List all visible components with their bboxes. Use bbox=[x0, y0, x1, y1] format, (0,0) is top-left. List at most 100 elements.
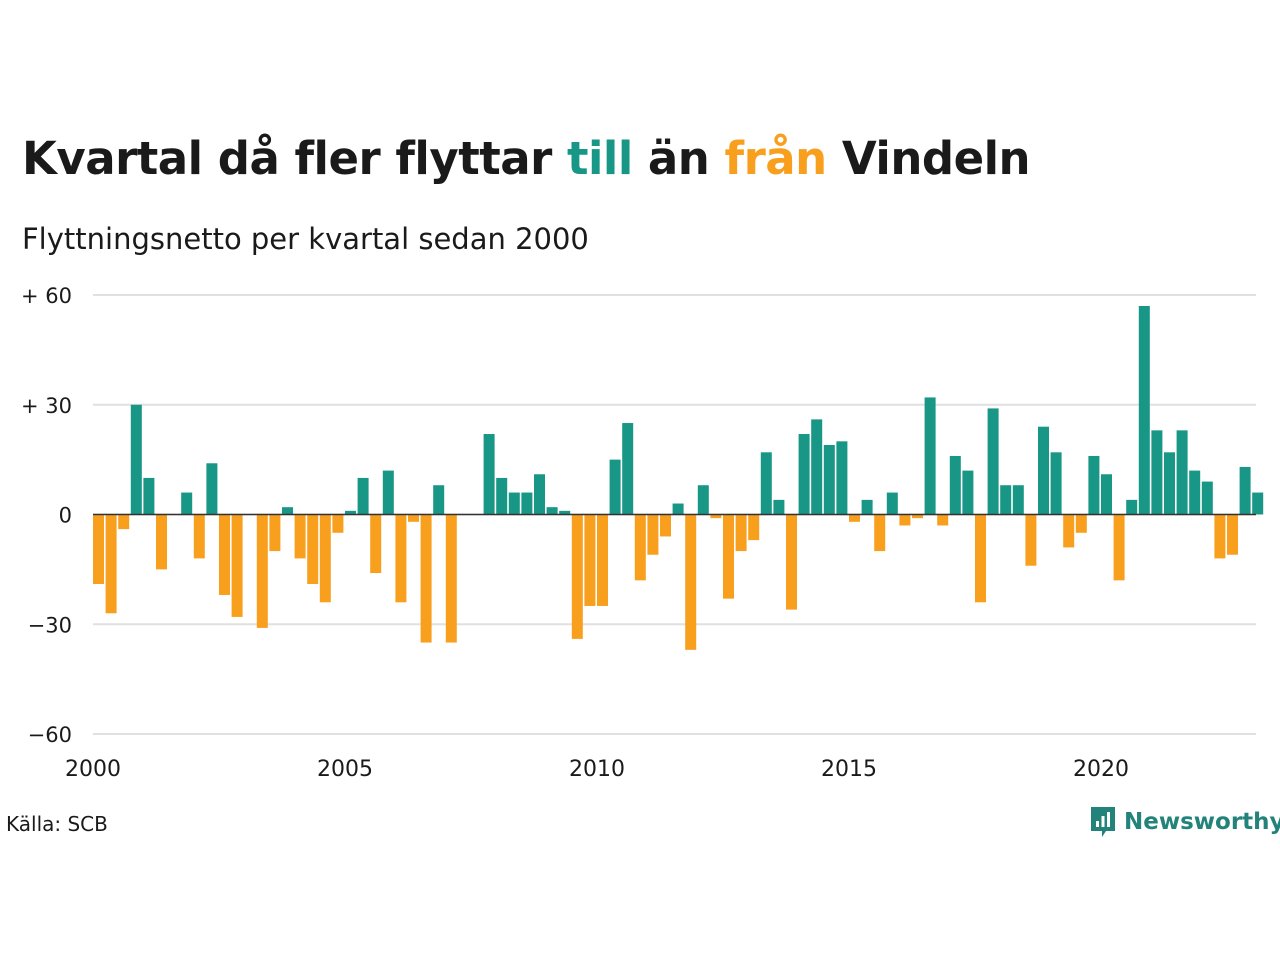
bar bbox=[307, 514, 319, 585]
y-axis-ticks: + 60 + 30 0 −30 −60 bbox=[21, 284, 72, 747]
bar bbox=[760, 452, 772, 515]
bar bbox=[1176, 430, 1188, 515]
bar bbox=[1101, 474, 1112, 515]
bar bbox=[735, 514, 747, 552]
bar bbox=[282, 507, 293, 515]
bar bbox=[105, 514, 117, 614]
bar bbox=[710, 514, 722, 519]
bar bbox=[1126, 499, 1138, 515]
bar bbox=[345, 510, 356, 515]
bar bbox=[395, 514, 407, 603]
bar bbox=[1151, 430, 1163, 515]
bar bbox=[1113, 514, 1125, 581]
bar bbox=[408, 514, 419, 522]
x-tick-label: 2005 bbox=[317, 757, 373, 782]
y-tick-label: −30 bbox=[28, 613, 72, 637]
bar bbox=[559, 510, 571, 515]
bar bbox=[786, 514, 797, 610]
x-axis-ticks: 2000 2005 2010 2015 2020 bbox=[65, 757, 1129, 782]
bar bbox=[433, 485, 445, 515]
bar bbox=[773, 499, 785, 515]
bar bbox=[584, 514, 596, 606]
bar bbox=[886, 492, 898, 515]
y-tick-label: + 30 bbox=[21, 394, 72, 418]
bar bbox=[130, 404, 142, 515]
bar bbox=[143, 477, 155, 515]
x-tick-label: 2010 bbox=[569, 757, 625, 782]
bar bbox=[874, 514, 886, 552]
x-tick-label: 2020 bbox=[1073, 757, 1129, 782]
newsworthy-logo-icon bbox=[1091, 807, 1115, 837]
bar-chart: + 60 + 30 0 −30 −60 2000 2005 2010 2015 2020 bbox=[21, 284, 1264, 782]
bar bbox=[219, 514, 230, 595]
bar bbox=[622, 423, 634, 515]
bar bbox=[1214, 514, 1226, 559]
bar bbox=[118, 514, 130, 530]
title-highlight-in: till bbox=[566, 132, 633, 185]
bar bbox=[193, 514, 205, 559]
bar bbox=[975, 514, 986, 603]
bar bbox=[269, 514, 281, 552]
bar bbox=[937, 514, 949, 526]
x-tick-label: 2000 bbox=[65, 757, 121, 782]
title-part-1: Kvartal då fler flyttar bbox=[22, 132, 567, 185]
bar bbox=[597, 514, 608, 606]
title-highlight-out: från bbox=[724, 132, 828, 185]
bar bbox=[508, 492, 520, 515]
bar bbox=[861, 499, 873, 515]
bar bbox=[294, 514, 306, 559]
bar bbox=[483, 434, 495, 515]
bar bbox=[546, 507, 558, 515]
bar bbox=[1025, 514, 1037, 566]
brand-logo[interactable]: Newsworthy bbox=[1088, 804, 1280, 840]
bar bbox=[697, 485, 709, 515]
bar bbox=[811, 419, 823, 515]
bar bbox=[672, 503, 684, 515]
bar bbox=[823, 444, 835, 515]
title-part-3: Vindeln bbox=[826, 132, 1031, 185]
bar bbox=[1063, 514, 1075, 548]
bar bbox=[206, 463, 218, 515]
bar-series bbox=[93, 305, 1264, 650]
bar bbox=[1038, 426, 1049, 515]
bar bbox=[647, 514, 659, 555]
bar bbox=[1000, 485, 1012, 515]
bar bbox=[899, 514, 911, 526]
bar bbox=[660, 514, 671, 537]
chart-subtitle: Flyttningsnetto per kvartal sedan 2000 bbox=[22, 222, 589, 256]
bar bbox=[496, 477, 508, 515]
bar bbox=[1050, 452, 1062, 515]
bar bbox=[962, 470, 974, 515]
bar bbox=[912, 514, 923, 519]
bar bbox=[748, 514, 760, 541]
bar bbox=[924, 397, 936, 515]
y-tick-label: −60 bbox=[28, 723, 72, 747]
bar bbox=[256, 514, 268, 628]
bar bbox=[156, 514, 167, 570]
bar bbox=[181, 492, 193, 515]
y-tick-label: 0 bbox=[59, 504, 72, 528]
bar bbox=[370, 514, 382, 574]
bar bbox=[1201, 481, 1213, 515]
bar bbox=[849, 514, 860, 522]
bar bbox=[1252, 492, 1264, 515]
bar bbox=[609, 459, 621, 515]
bar bbox=[231, 514, 243, 617]
bar bbox=[1012, 485, 1024, 515]
bar bbox=[357, 477, 369, 515]
bar bbox=[949, 455, 961, 515]
bar bbox=[93, 514, 104, 585]
bar bbox=[634, 514, 646, 581]
bar bbox=[1189, 470, 1201, 515]
bar bbox=[1227, 514, 1238, 555]
bar bbox=[987, 408, 999, 515]
bar bbox=[1075, 514, 1087, 533]
source-label: Källa: SCB bbox=[6, 812, 108, 836]
bar bbox=[420, 514, 432, 643]
bar bbox=[798, 434, 810, 515]
y-tick-label: + 60 bbox=[21, 284, 72, 308]
bar bbox=[685, 514, 697, 650]
brand-name: Newsworthy bbox=[1124, 809, 1280, 835]
bar bbox=[382, 470, 394, 515]
bar bbox=[534, 474, 545, 515]
